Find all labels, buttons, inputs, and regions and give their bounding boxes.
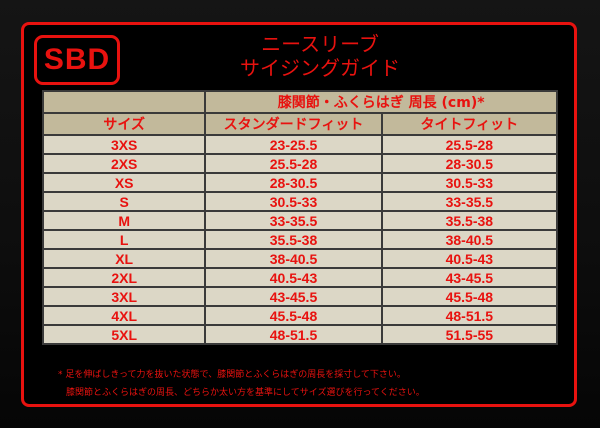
cell-standard-fit: 43-45.5 [204, 286, 383, 307]
table-row: 2XS 25.5-28 28-30.5 [41, 153, 559, 174]
cell-tight-fit: 43-45.5 [380, 267, 559, 288]
title-line-2: サイジングガイド [240, 56, 400, 80]
table-row: 3XL 43-45.5 45.5-48 [41, 286, 559, 307]
cell-tight-fit: 48-51.5 [380, 305, 559, 326]
cell-standard-fit: 40.5-43 [204, 267, 383, 288]
cell-standard-fit: 38-40.5 [204, 248, 383, 269]
cell-standard-fit: 23-25.5 [204, 134, 383, 155]
cell-size: S [41, 191, 207, 212]
cell-standard-fit: 25.5-28 [204, 153, 383, 174]
table-row: L 35.5-38 38-40.5 [41, 229, 559, 250]
size-table: 膝関節・ふくらはぎ 周長 (cm)* サイズ スタンダードフィット タイトフィッ… [41, 90, 559, 345]
cell-tight-fit: 35.5-38 [380, 210, 559, 231]
cell-size: L [41, 229, 207, 250]
table-row: M 33-35.5 35.5-38 [41, 210, 559, 231]
cell-standard-fit: 30.5-33 [204, 191, 383, 212]
cell-tight-fit: 28-30.5 [380, 153, 559, 174]
table-row: 5XL 48-51.5 51.5-55 [41, 324, 559, 345]
table-row: 2XL 40.5-43 43-45.5 [41, 267, 559, 288]
cell-standard-fit: 35.5-38 [204, 229, 383, 250]
cell-size: 2XS [41, 153, 207, 174]
cell-standard-fit: 33-35.5 [204, 210, 383, 231]
cell-standard-fit: 45.5-48 [204, 305, 383, 326]
empty-header-cell [41, 90, 207, 114]
cell-tight-fit: 51.5-55 [380, 324, 559, 345]
table-row: 3XS 23-25.5 25.5-28 [41, 134, 559, 155]
cell-tight-fit: 25.5-28 [380, 134, 559, 155]
group-header-row: 膝関節・ふくらはぎ 周長 (cm)* [41, 90, 558, 114]
title-line-1: ニースリーブ [261, 32, 379, 56]
cell-size: XS [41, 172, 207, 193]
cell-tight-fit: 30.5-33 [380, 172, 559, 193]
cell-size: 4XL [41, 305, 207, 326]
cell-tight-fit: 45.5-48 [380, 286, 559, 307]
cell-size: XL [41, 248, 207, 269]
note-line-2: 膝関節とふくらはぎの周長、どちらか太い方を基準にしてサイズ選びを行ってください。 [66, 388, 425, 398]
cell-size: 2XL [41, 267, 207, 288]
table-row: XS 28-30.5 30.5-33 [41, 172, 559, 193]
cell-tight-fit: 33-35.5 [380, 191, 559, 212]
table-row: 4XL 45.5-48 48-51.5 [41, 305, 559, 326]
cell-size: 5XL [41, 324, 207, 345]
group-header: 膝関節・ふくらはぎ 周長 (cm)* [204, 90, 558, 114]
sbd-logo: SBD [34, 35, 120, 85]
note-line-1: * 足を伸ばしきって力を抜いた状態で、膝関節とふくらはぎの周長を採寸して下さい。 [58, 370, 406, 380]
column-header-standard-fit: スタンダードフィット [204, 112, 383, 136]
cell-standard-fit: 48-51.5 [204, 324, 383, 345]
column-header-row: サイズ スタンダードフィット タイトフィット [41, 112, 559, 136]
cell-size: M [41, 210, 207, 231]
table-row: S 30.5-33 33-35.5 [41, 191, 559, 212]
table-row: XL 38-40.5 40.5-43 [41, 248, 559, 269]
column-header-size: サイズ [41, 112, 207, 136]
cell-size: 3XS [41, 134, 207, 155]
cell-standard-fit: 28-30.5 [204, 172, 383, 193]
column-header-tight-fit: タイトフィット [380, 112, 559, 136]
cell-tight-fit: 40.5-43 [380, 248, 559, 269]
cell-tight-fit: 38-40.5 [380, 229, 559, 250]
cell-size: 3XL [41, 286, 207, 307]
